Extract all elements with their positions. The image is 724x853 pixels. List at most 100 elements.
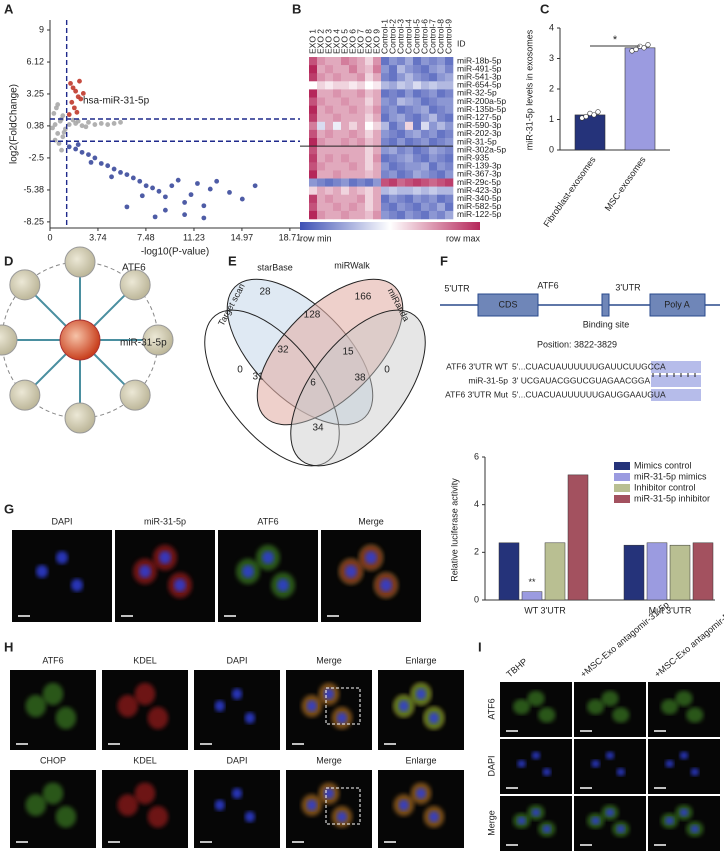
venn-count: 166: [355, 292, 372, 303]
binding-box: [601, 293, 610, 317]
image-label: ATF6: [42, 655, 63, 665]
label: ATF6: [537, 280, 558, 290]
heatmap-cell: [413, 57, 422, 66]
y-tick-label: 4: [549, 22, 554, 32]
heatmap-cell: [405, 146, 414, 155]
y-tick-label: 4: [474, 499, 479, 509]
annotation: hsa-miR-31-5p: [83, 96, 150, 107]
heatmap-cell: [381, 194, 390, 204]
cell: [117, 794, 139, 817]
heatmap-cell: [325, 186, 334, 195]
heatmap-cell: [429, 89, 438, 98]
point: [111, 166, 117, 172]
heatmap-cell: [413, 97, 422, 106]
heatmap-cell: [413, 178, 422, 187]
heatmap-cell: [357, 81, 366, 90]
cell: [323, 688, 335, 700]
heatmap-cell: [429, 129, 438, 139]
heatmap-cell: [333, 97, 342, 106]
heatmap-cell: [381, 57, 390, 66]
heatmap-cell: [405, 129, 414, 139]
cell: [380, 578, 392, 592]
heatmap-cell: [397, 57, 406, 66]
heatmap-cell: [381, 97, 390, 106]
cell: [415, 787, 427, 799]
row-label: ATF6: [486, 698, 496, 719]
heatmap-cell: [389, 138, 398, 147]
cell: [345, 564, 357, 578]
heatmap-cell: [413, 89, 422, 98]
significance: *: [613, 34, 618, 46]
heatmap-cell: [437, 170, 446, 179]
heatmap-cell: [445, 186, 454, 195]
venn-count: 32: [277, 345, 289, 356]
cell: [134, 682, 156, 706]
point: [56, 141, 62, 146]
significance: **: [528, 577, 536, 587]
legend-label: miR-31-5p inhibitor: [634, 493, 710, 503]
heatmap-cell: [397, 210, 406, 220]
heatmap-cell: [317, 105, 326, 114]
heatmap-cell: [341, 194, 350, 204]
heatmap-cell: [421, 154, 430, 163]
cell: [25, 794, 47, 817]
heatmap-cell: [357, 138, 366, 147]
polya-box: [649, 293, 706, 317]
image-label: KDEL: [133, 655, 157, 665]
point: [641, 45, 647, 51]
heatmap-cell: [445, 113, 454, 123]
heatmap-cell: [365, 170, 374, 179]
heatmap-cell: [397, 202, 406, 212]
heatmap-cell: [341, 57, 350, 66]
image-panel: [574, 739, 646, 794]
target-node: [142, 324, 174, 356]
heatmap-cell: [341, 129, 350, 139]
heatmap-cell: [325, 202, 334, 212]
point: [66, 122, 72, 127]
heatmap-cell: [309, 57, 318, 66]
point: [201, 215, 207, 221]
y-axis-title: miR-31-5p levels in exosomes: [524, 29, 534, 150]
heatmap-cell: [357, 73, 366, 82]
node-label: ATF6: [122, 263, 146, 274]
sequence-label: ATF6 3'UTR WT: [446, 361, 508, 371]
panel-label: F: [440, 253, 448, 268]
legend-swatch: [614, 484, 630, 492]
heatmap-cell: [357, 202, 366, 212]
heatmap-cell: [389, 146, 398, 155]
x-tick-label: MSC-exosomes: [603, 154, 648, 213]
point: [195, 181, 200, 186]
heatmap-cell: [421, 121, 430, 131]
heatmap-cell: [365, 186, 374, 195]
venn-count: 0: [237, 365, 243, 376]
image-panel: [102, 770, 188, 848]
heatmap-cell: [317, 194, 326, 204]
sequence: 5'...CUACUAUUUUUUGAUUCUUGCCA: [512, 361, 666, 371]
heatmap-cell: [389, 57, 398, 66]
heatmap-cell: [413, 65, 422, 74]
heatmap-cell: [421, 129, 430, 139]
image-label: miR-31-5p: [144, 516, 186, 526]
heatmap-cell: [373, 194, 382, 204]
point: [169, 183, 175, 189]
cell: [306, 700, 317, 712]
point: [77, 78, 82, 84]
heatmap-cell: [333, 146, 342, 155]
heatmap-cell: [349, 97, 358, 106]
heatmap-cell: [397, 178, 406, 187]
heatmap-cell: [429, 65, 438, 74]
column-label: Control-2: [387, 19, 397, 54]
row-label: DAPI: [486, 755, 496, 776]
heatmap-cell: [445, 210, 454, 220]
heatmap-cell: [437, 210, 446, 220]
heatmap-cell: [373, 210, 382, 220]
heatmap-cell: [333, 138, 342, 147]
heatmap-cell: [445, 97, 454, 106]
heatmap-cell: [325, 129, 334, 139]
heatmap-cell: [389, 81, 398, 90]
heatmap-cell: [445, 81, 454, 90]
heatmap-cell: [421, 65, 430, 74]
heatmap-cell: [397, 81, 406, 90]
heatmap-cell: [365, 81, 374, 90]
heatmap-cell: [437, 178, 446, 187]
